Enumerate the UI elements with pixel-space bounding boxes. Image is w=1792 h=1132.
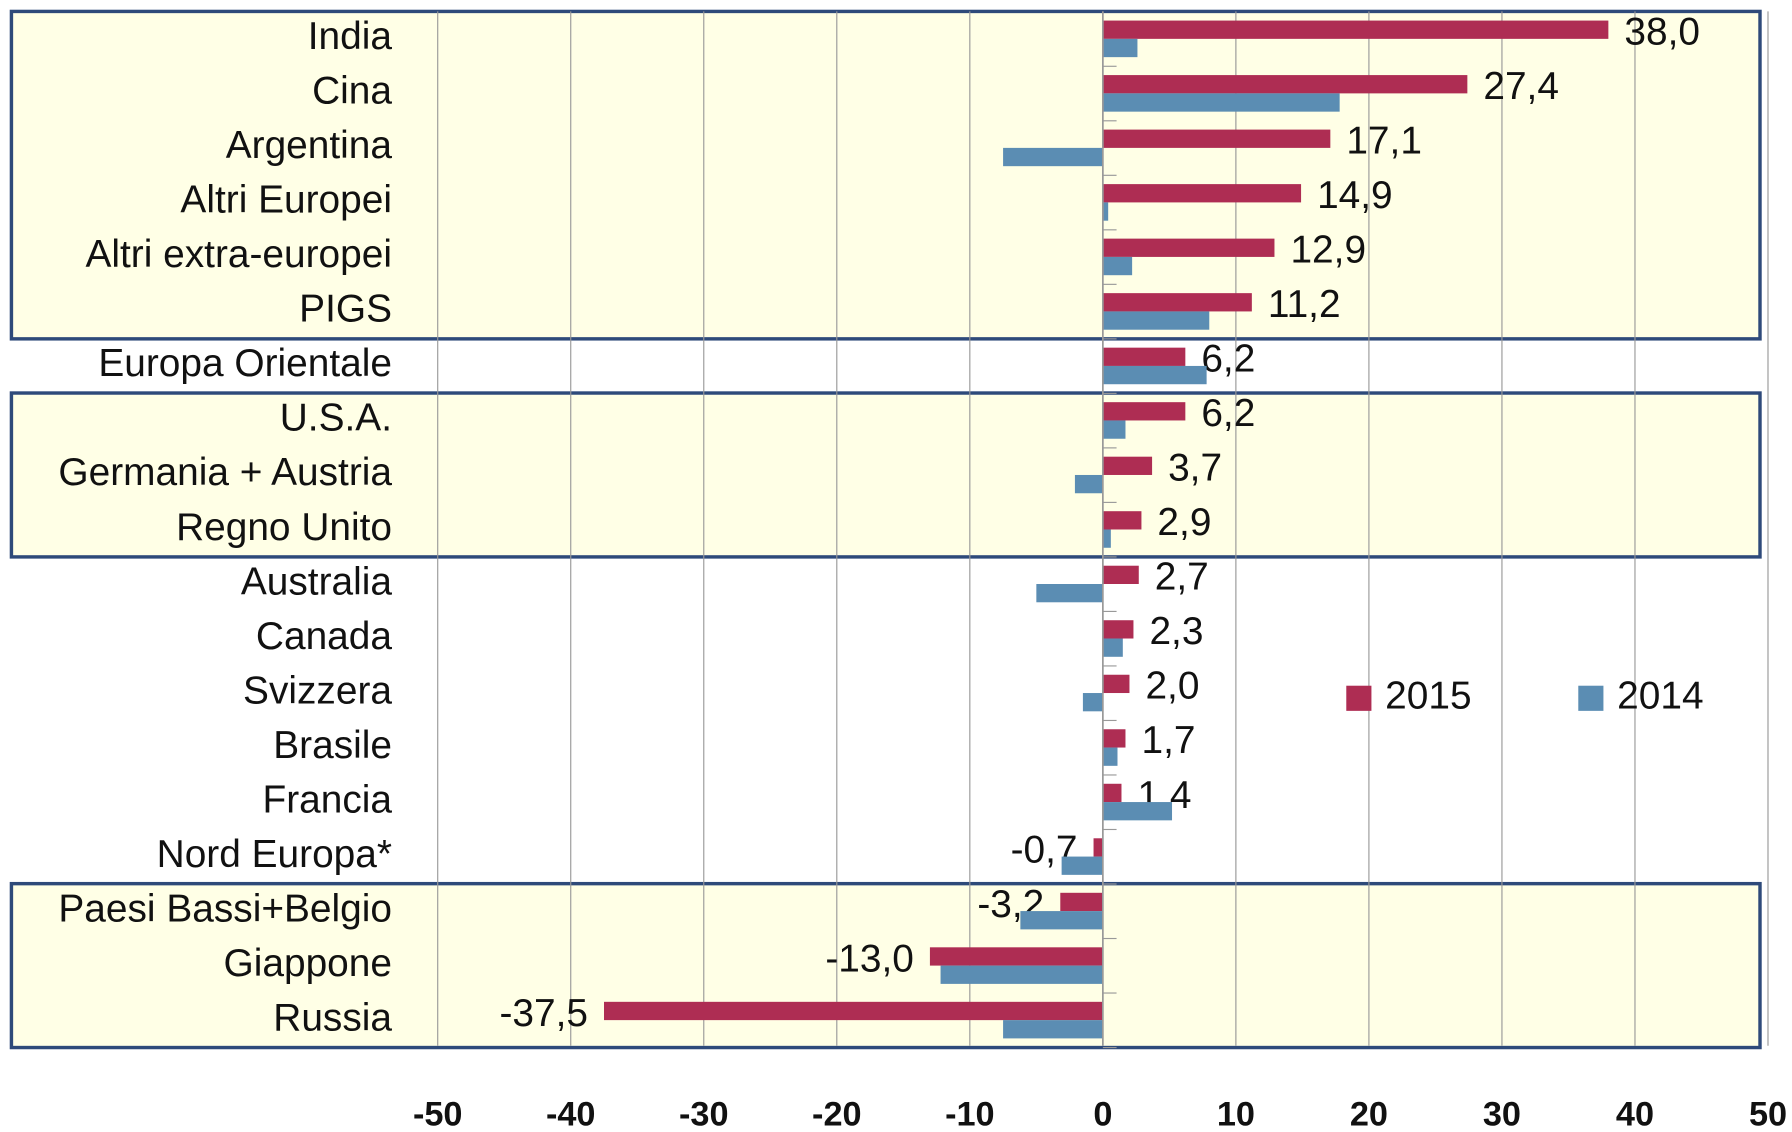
bar [1074,474,1103,494]
bar [1093,838,1103,857]
bar [1102,529,1111,548]
data-label: 6,2 [1201,392,1255,435]
data-label: 2,0 [1145,665,1199,708]
data-label: 2,9 [1157,501,1211,544]
data-label: 2,7 [1155,556,1209,599]
y-tick-label: Cina [312,70,392,113]
y-tick-label: U.S.A. [280,397,392,440]
x-tick-label: -50 [413,1096,463,1132]
bar [929,947,1103,966]
highlight-box [9,391,1762,559]
bar [1102,256,1133,276]
bar [1102,456,1153,475]
y-tick-label: Giappone [224,942,392,985]
data-label: 3,7 [1168,447,1222,490]
bar [1102,511,1142,530]
x-tick-label: 40 [1616,1096,1654,1132]
y-tick-label: India [308,15,393,58]
bar [1102,38,1138,58]
bar [1102,311,1210,330]
y-tick-label: Brasile [273,724,392,767]
bar [1102,729,1126,748]
data-label: 11,2 [1268,283,1341,326]
y-tick-label: Russia [273,996,392,1039]
bar [1060,892,1103,912]
y-tick-label: Nord Europa* [157,833,392,876]
x-tick-label: -10 [945,1096,995,1132]
x-tick-label: 30 [1483,1096,1521,1132]
x-tick-label: 50 [1749,1096,1787,1132]
bar [1003,147,1103,167]
y-tick-label: Regno Unito [176,506,392,549]
legend-label: 2015 [1385,675,1471,718]
data-label: 6,2 [1201,338,1255,381]
bar [1082,693,1103,712]
data-label: 27,4 [1483,65,1559,108]
bar [1102,783,1122,803]
bar [1102,129,1331,148]
data-label: 17,1 [1346,120,1422,163]
bar [1102,565,1139,584]
legend-swatch [1578,685,1604,711]
bar [1036,584,1103,603]
bar [604,1001,1103,1021]
data-label: 2,3 [1149,610,1203,653]
y-tick-label: Germania + Austria [58,451,392,494]
highlight-boxes [9,9,1762,1050]
bar [1102,402,1186,421]
legend-swatch [1346,685,1372,711]
bar [1102,365,1207,385]
bar [1102,202,1109,221]
bar [1102,184,1302,203]
bar [1003,1020,1103,1039]
x-tick-label: 0 [1093,1096,1112,1132]
data-label: 1,7 [1141,719,1195,762]
bar [1102,93,1340,112]
data-label: 38,0 [1624,11,1700,54]
data-label: 12,9 [1290,229,1366,272]
bar [1102,75,1468,94]
x-tick-label: -30 [679,1096,729,1132]
bar [1102,20,1609,39]
x-tick-label: -20 [812,1096,862,1132]
data-label: -13,0 [825,937,914,980]
y-tick-label: Svizzera [243,669,392,712]
highlight-box [9,9,1762,341]
x-tick-label: 10 [1217,1096,1255,1132]
y-tick-label: Paesi Bassi+Belgio [58,887,392,930]
y-tick-label: Francia [262,778,392,821]
x-tick-label: -40 [546,1096,596,1132]
legend-label: 2014 [1617,675,1703,718]
y-tick-label: Argentina [226,124,393,167]
bar [1102,238,1275,257]
bar [1102,620,1134,639]
bar [1102,802,1173,821]
y-tick-label: Europa Orientale [98,342,392,385]
highlight-box [9,881,1762,1050]
data-label: -37,5 [499,992,588,1035]
bar [1102,674,1130,694]
bar [1102,293,1252,312]
bar [1102,420,1126,439]
bar [940,965,1103,984]
bar [1020,911,1103,930]
x-tick-label: 20 [1350,1096,1388,1132]
y-tick-label: Australia [241,560,393,603]
y-tick-label: Altri extra-europei [85,233,392,276]
y-tick-label: PIGS [299,288,392,331]
bar [1061,856,1103,875]
bar [1102,347,1186,366]
bar [1102,747,1118,766]
data-label: 14,9 [1317,174,1393,217]
y-tick-label: Altri Europei [180,179,392,222]
bar [1102,638,1123,657]
y-tick-label: Canada [256,615,392,658]
